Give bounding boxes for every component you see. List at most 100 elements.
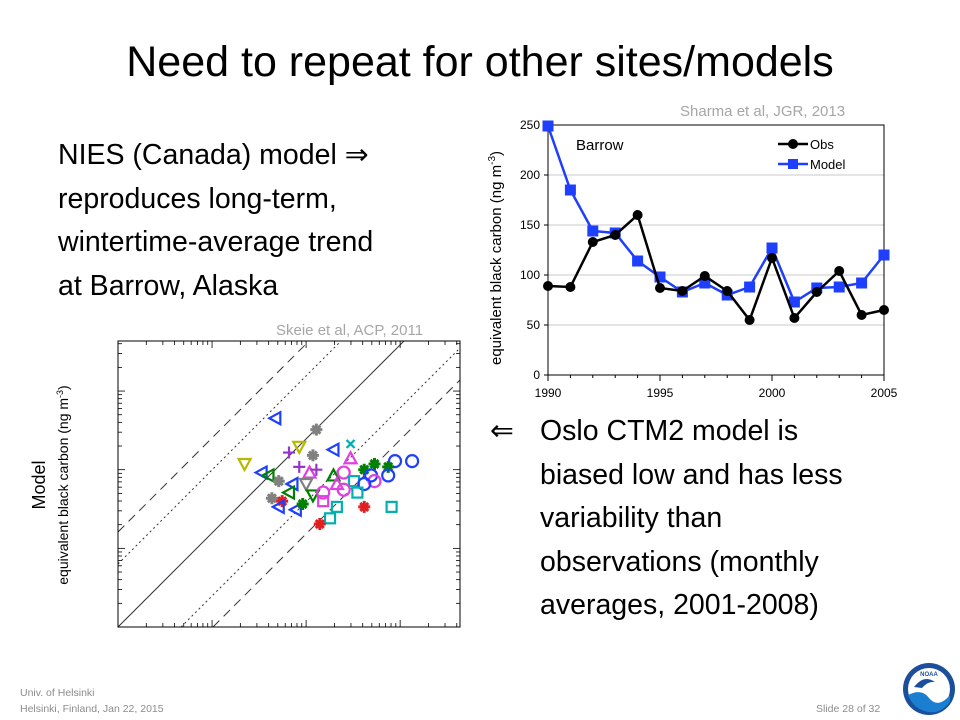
scatter-point-star — [358, 500, 371, 513]
obs-point — [677, 286, 688, 296]
model-point — [833, 281, 845, 293]
legend-model-marker — [788, 159, 798, 169]
obs-point — [722, 286, 733, 296]
scatter-point-triangle-up — [342, 449, 359, 465]
y-tick-label: 200 — [520, 168, 540, 182]
scatter-point-star — [382, 460, 395, 473]
obs-point — [811, 287, 822, 297]
left-arrow-icon: ⇐ — [490, 415, 514, 447]
oslo-line-4: observations (monthly — [540, 545, 819, 578]
nies-description: NIES (Canada) model ⇒ reproduces long-te… — [58, 134, 373, 308]
barrow-annotation: Barrow — [576, 137, 624, 154]
oslo-line-2: biased low and has less — [540, 458, 843, 491]
series-line-obs — [547, 212, 885, 323]
scatter-point-square — [330, 500, 343, 513]
model-point — [788, 296, 800, 308]
time-series-y-axis-label: equivalent black carbon (ng m-3) — [487, 151, 505, 365]
scatter-point-triangle-left — [267, 410, 282, 427]
footer-slide-number: Slide 28 of 32 — [816, 703, 881, 715]
legend-obs-marker — [788, 139, 798, 149]
scatter-point-plus — [293, 460, 306, 473]
obs-point — [789, 313, 800, 323]
scatter-point-circle — [405, 454, 420, 469]
scatter-point-square — [323, 512, 337, 525]
scatter-point-triangle-left — [280, 484, 296, 501]
scatter-chart-citation: Skeie et al, ACP, 2011 — [276, 322, 424, 339]
scatter-y-axis-label: equivalent black carbon (ng m-3) — [55, 385, 71, 584]
nies-line-3: wintertime-average trend — [58, 226, 374, 258]
model-point — [878, 249, 890, 261]
scatter-point-triangle-down — [291, 440, 308, 456]
scatter-point-circle — [316, 485, 331, 500]
barrow-chart-citation: Sharma et al, JGR, 2013 — [680, 103, 846, 120]
footer-location-date: Helsinki, Finland, Jan 22, 2015 — [20, 703, 164, 715]
scatter-point-triangle-up — [301, 464, 318, 479]
scatter-point-circle — [336, 482, 351, 497]
scatter-point-star — [313, 518, 326, 531]
scatter-point-star — [272, 475, 285, 488]
scatter-point-star — [296, 498, 309, 511]
factor-10-high-line — [118, 341, 310, 533]
scatter-point-star — [265, 492, 278, 505]
y-tick-label: 0 — [533, 368, 540, 382]
model-point — [744, 281, 756, 293]
scatter-point-plus — [310, 463, 323, 476]
obs-point — [856, 310, 867, 320]
scatter-point-triangle-down — [236, 457, 253, 473]
obs-point — [767, 253, 777, 263]
model-point — [699, 277, 711, 289]
time-series-gridlines — [548, 124, 884, 326]
scatter-point-star — [368, 457, 381, 470]
oslo-line-1: Oslo CTM2 model is — [540, 415, 799, 447]
slide-title: Need to repeat for other sites/models — [126, 38, 834, 86]
factor-2-high-line — [118, 341, 342, 565]
series-line-model — [546, 125, 885, 304]
obs-point — [632, 210, 643, 220]
y-tick-label: 250 — [520, 118, 540, 132]
factor-2-low-line — [180, 347, 460, 627]
scatter-plot-frame — [117, 340, 461, 628]
scatter-y-axis-label-model: Model — [29, 460, 49, 509]
oslo-ctm2-scatter-chart: Model equivalent black carbon (ng m-3) — [29, 340, 461, 628]
scatter-point-plus — [283, 446, 295, 459]
scatter-point-triangle-left — [325, 441, 340, 458]
obs-point — [744, 315, 755, 325]
obs-point — [655, 283, 665, 293]
y-tick-label: 50 — [527, 318, 541, 332]
scatter-point-star — [358, 463, 371, 476]
y-tick-label: 150 — [520, 218, 540, 232]
model-point — [766, 242, 778, 254]
obs-point — [610, 230, 621, 240]
nies-line-1: NIES (Canada) model ⇒ — [58, 139, 369, 171]
model-point — [654, 271, 666, 283]
x-tick-label: 2000 — [759, 386, 786, 400]
x-tick-label: 2005 — [871, 386, 898, 400]
oslo-line-3: variability than — [540, 502, 723, 534]
obs-point — [699, 271, 710, 281]
noaa-logo-icon: NOAA — [903, 663, 955, 715]
legend-model-label: Model — [810, 157, 846, 172]
scatter-point-cross — [345, 439, 356, 449]
nies-line-4: at Barrow, Alaska — [58, 269, 279, 302]
scatter-point-triangle-left — [287, 501, 302, 518]
scatter-point-star — [310, 423, 323, 436]
obs-point — [879, 305, 889, 315]
scatter-point-circle — [381, 468, 396, 483]
obs-point — [543, 281, 553, 291]
scatter-point-square — [351, 486, 364, 499]
time-series-legend: Obs Model — [778, 137, 846, 172]
model-point — [856, 277, 868, 289]
factor-10-low-line — [212, 379, 460, 627]
model-point — [587, 225, 599, 237]
model-point — [564, 184, 576, 196]
x-tick-label: 1995 — [647, 386, 674, 400]
scatter-point-square — [317, 495, 330, 508]
scatter-point-square — [385, 500, 398, 513]
scatter-point-triangle-left — [270, 499, 285, 515]
y-tick-label: 100 — [520, 268, 540, 282]
legend-obs-label: Obs — [810, 137, 834, 152]
scatter-point-triangle-down — [298, 477, 314, 493]
scatter-point-triangle-down — [305, 489, 321, 504]
footer-institution: Univ. of Helsinki — [20, 687, 95, 699]
